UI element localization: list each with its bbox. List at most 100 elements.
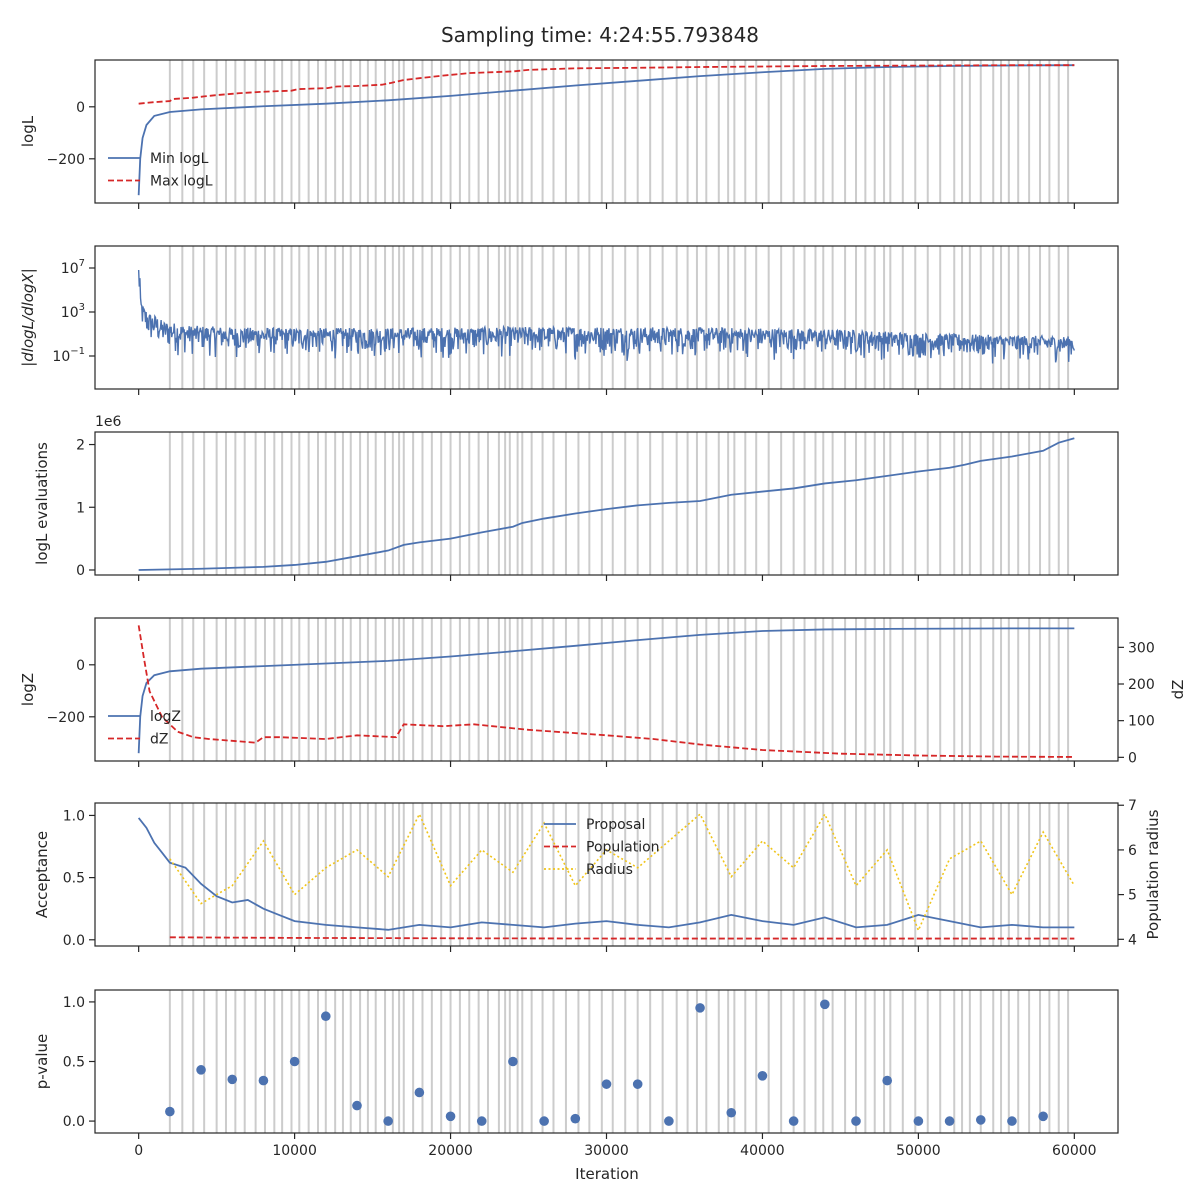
pvalue-point — [757, 1071, 768, 1081]
series-radius — [169, 812, 1076, 933]
pvalue-point — [975, 1115, 986, 1125]
y-tick-label: 10−1 — [52, 346, 85, 365]
y-axis-label: p-value — [33, 1034, 51, 1090]
pvalue-point — [601, 1079, 612, 1089]
y-right-tick-label: 4 — [1128, 932, 1137, 948]
pvalue-point — [476, 1116, 487, 1126]
pvalue-point — [726, 1107, 737, 1118]
pvalue-point — [414, 1087, 425, 1098]
y-right-tick-label: 100 — [1128, 714, 1155, 730]
panel-logz: 0 −200 0 100 200 300 logZ dZ logZ dZ — [19, 617, 1187, 767]
y-tick-label: 1 — [76, 500, 85, 516]
y-offset-label: 1e6 — [95, 414, 122, 430]
plot-area — [138, 432, 1075, 575]
pvalue-point — [258, 1075, 269, 1086]
series-logz — [137, 627, 1075, 754]
plot-area — [137, 60, 1075, 203]
plot-area — [165, 990, 1070, 1133]
x-tick-label: 50000 — [896, 1143, 941, 1159]
pvalue-point — [320, 1011, 331, 1022]
legend-label: Max logL — [150, 174, 213, 190]
pvalue-point — [913, 1116, 924, 1126]
y-axis-label: logL evaluations — [33, 442, 51, 565]
y-tick-label: 107 — [61, 258, 85, 277]
y-axis-label: logL — [19, 115, 37, 147]
pvalue-point — [196, 1065, 206, 1075]
pvalue-point — [788, 1116, 799, 1126]
x-tick-label: 30000 — [584, 1143, 629, 1159]
panel-logl: 0 −200 logL Min logL Max logL — [19, 59, 1119, 209]
y-tick-label: 0 — [76, 563, 85, 579]
y-tick-label: 1.0 — [63, 808, 85, 824]
y-tick-label: 0 — [76, 658, 85, 674]
series-evals-0 — [138, 437, 1075, 571]
pvalue-point — [851, 1116, 861, 1126]
legend-label: Min logL — [150, 151, 209, 167]
x-tick-label: 10000 — [272, 1143, 317, 1159]
series-dz — [137, 625, 1075, 758]
pvalue-point — [227, 1074, 238, 1085]
plot-area — [137, 618, 1075, 761]
y-axis-label: logZ — [19, 673, 37, 706]
pvalue-point — [882, 1075, 893, 1086]
pvalue-point — [570, 1113, 581, 1124]
y-right-tick-label: 6 — [1128, 843, 1137, 859]
series-population — [169, 936, 1075, 940]
pvalue-point — [1038, 1111, 1048, 1122]
pvalue-point — [383, 1116, 393, 1126]
x-tick-label: 40000 — [740, 1143, 785, 1159]
y-tick-label: 0.0 — [63, 1114, 85, 1130]
panel-pvalue: 0 10000 20000 30000 40000 50000 60000 0.0 0.5 1.0… — [33, 989, 1119, 1159]
y-tick-label: −200 — [47, 152, 85, 168]
figure-title: Sampling time: 4:24:55.793848 — [441, 23, 759, 47]
pvalue-point — [664, 1116, 674, 1126]
y-axis-label-right: dZ — [1169, 680, 1187, 700]
x-tick-label: 60000 — [1052, 1143, 1097, 1159]
plot-area — [137, 803, 1076, 946]
x-axis-label: Iteration — [575, 1165, 639, 1183]
pvalue-point — [1007, 1116, 1017, 1126]
y-right-tick-label: 0 — [1128, 750, 1137, 766]
panel-acceptance: 0.0 0.5 1.0 4 5 6 7 Acceptance Population radius… — [33, 798, 1162, 952]
legend-label: Proposal — [586, 817, 645, 833]
legend-label: Radius — [586, 862, 633, 878]
pvalue-point — [352, 1100, 362, 1111]
y-tick-label: 0.5 — [63, 1055, 85, 1071]
pvalue-point — [508, 1056, 518, 1067]
pvalue-point — [820, 999, 830, 1010]
panel-evals: 0 1 2 logL evaluations 1e6 — [33, 414, 1119, 581]
pvalue-point — [695, 1003, 705, 1013]
series-min-logl — [137, 64, 1075, 196]
y-tick-label: 103 — [61, 302, 85, 321]
panel-dlogl: 107 103 10−1 |dlogL/dlogX| — [19, 245, 1119, 395]
pvalue-point — [165, 1106, 175, 1117]
y-tick-label: 0.0 — [63, 933, 85, 949]
y-right-tick-label: 200 — [1128, 677, 1155, 693]
y-axis-label: |dlogL/dlogX| — [19, 268, 37, 367]
y-axis-label: Acceptance — [33, 831, 51, 918]
pvalue-point — [445, 1111, 456, 1122]
y-right-tick-label: 300 — [1128, 640, 1155, 656]
legend-label: dZ — [150, 732, 168, 748]
series-dlogl-trace — [137, 269, 1075, 364]
plot-area — [137, 246, 1075, 389]
pvalue-point — [289, 1056, 300, 1067]
y-tick-label: 0 — [76, 100, 85, 116]
y-tick-label: −200 — [47, 710, 85, 726]
y-axis-label-right: Population radius — [1144, 809, 1162, 939]
x-tick-label: 20000 — [428, 1143, 473, 1159]
series-max-logl — [138, 64, 1075, 105]
legend-label: Population — [586, 840, 660, 856]
y-tick-label: 2 — [76, 438, 85, 454]
legend-label: logZ — [150, 709, 181, 725]
x-tick-label: 0 — [134, 1143, 143, 1159]
y-tick-label: 0.5 — [63, 871, 85, 887]
pvalue-point — [632, 1079, 643, 1089]
series-proposal — [137, 817, 1075, 931]
pvalue-point — [539, 1116, 549, 1126]
pvalue-point — [944, 1116, 955, 1126]
y-tick-label: 1.0 — [63, 995, 85, 1011]
y-right-tick-label: 7 — [1128, 798, 1137, 814]
